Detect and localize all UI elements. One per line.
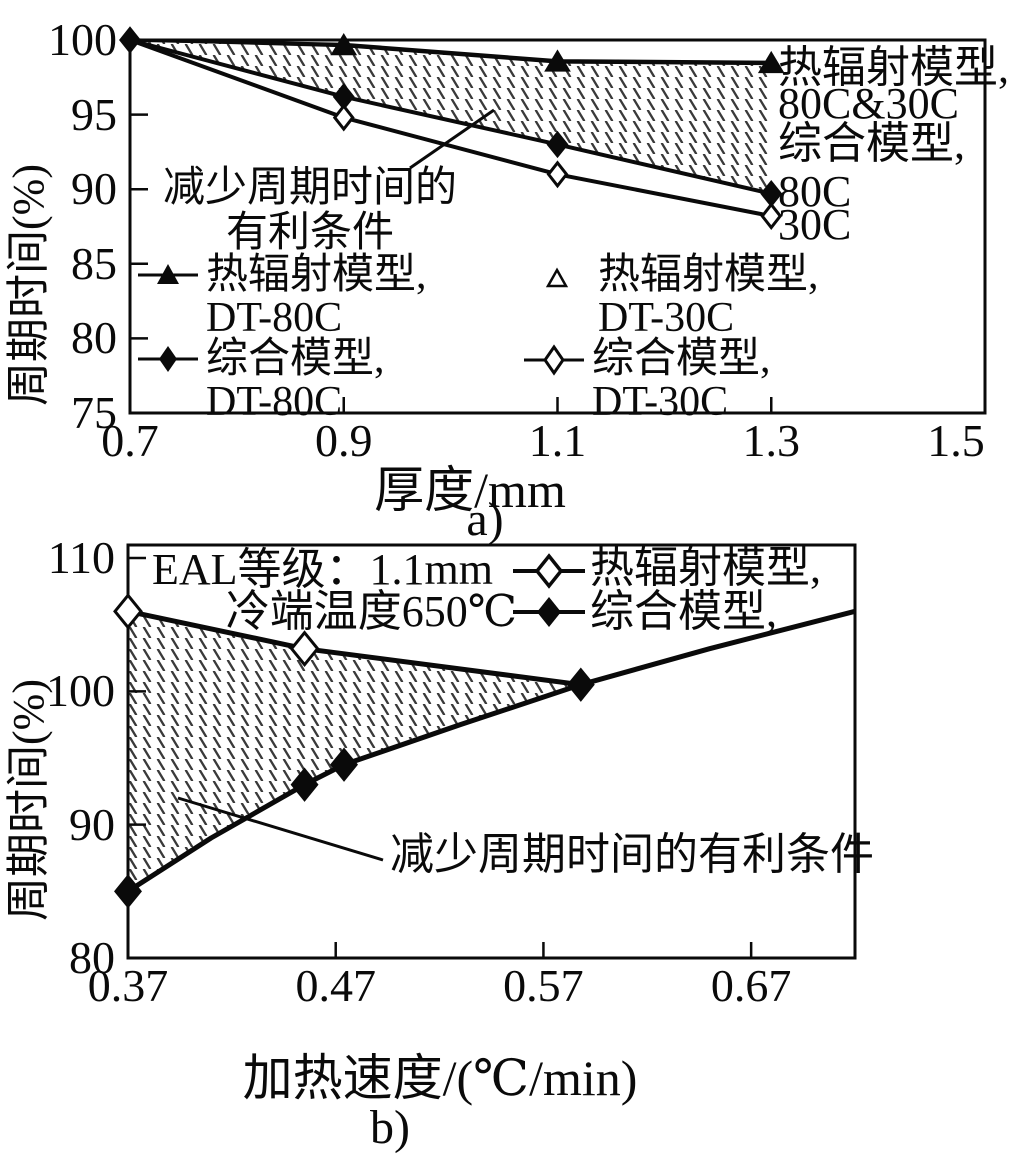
chart-b-x-axis-label: 加热速度/(℃/min) (242, 1050, 638, 1106)
legend-sublabel: DT-30C (592, 379, 729, 425)
legend-sublabel: DT-30C (598, 295, 735, 341)
chart-a-end-label-80c-30c: 80C&30C (778, 79, 959, 128)
x-tick-label: 0.9 (315, 415, 373, 466)
legend-sublabel: DT-80C (206, 295, 343, 341)
open-diamond-line-icon (513, 553, 585, 589)
chart-a-end-label-80c: 80C (778, 167, 852, 216)
x-tick-label: 0.47 (295, 960, 376, 1011)
chart-b-panel-label: b) (370, 1101, 410, 1154)
x-tick-label: 1.3 (742, 415, 801, 466)
open-triangle-icon (545, 267, 569, 288)
legend-sublabel: DT-80C (206, 379, 343, 425)
y-tick-label: 80 (71, 312, 117, 364)
legend-item-comprehensive-model: 综合模型, (590, 587, 777, 636)
chart-a-annotation-line2: 有利条件 (225, 210, 394, 256)
chart-a-annotation: 减少周期时间的 有利条件 (150, 166, 470, 256)
y-tick-label: 100 (48, 14, 117, 65)
legend-label: 热辐射模型, (598, 252, 819, 298)
x-tick-label: 0.57 (503, 960, 584, 1011)
legend-label: 综合模型, (592, 336, 771, 382)
legend-label: 综合模型, (206, 336, 385, 382)
y-tick-label: 90 (69, 798, 115, 850)
legend-label: 热辐射模型, (206, 252, 427, 298)
y-tick-label: 95 (71, 88, 117, 140)
x-tick-label: 1.1 (528, 415, 587, 466)
legend-item-radiation-dt80c: 热辐射模型, DT-80C (206, 254, 427, 340)
open-diamond-line-icon (524, 344, 584, 376)
filled-diamond-line-icon (513, 597, 585, 627)
y-tick-label: 75 (71, 387, 117, 438)
chart-a-x-axis-label: 厚度/mm (374, 462, 566, 518)
legend-item-radiation-dt30c: 热辐射模型, DT-30C (598, 254, 819, 340)
y-tick-label: 100 (46, 665, 115, 717)
filled-triangle-line-icon (138, 264, 198, 284)
chart-b-header-cold-end-temp: 冷端温度650℃ (225, 587, 517, 636)
x-tick-label: 0.7 (101, 415, 159, 466)
y-tick-label: 110 (47, 532, 115, 583)
legend-item-comprehensive-dt30c: 综合模型, DT-30C (592, 338, 771, 424)
x-tick-label: 0.67 (710, 960, 792, 1011)
x-tick-label: 0.37 (87, 960, 169, 1011)
filled-diamond-line-icon (138, 346, 198, 372)
chart-a-end-label-30c: 30C (778, 200, 852, 249)
legend-item-radiation-model: 热辐射模型, (590, 543, 821, 592)
chart-a-annotation-line1: 减少周期时间的 (162, 165, 457, 211)
legend-item-comprehensive-dt80c: 综合模型, DT-80C (206, 338, 385, 424)
x-tick-label: 1.5 (927, 415, 985, 466)
chart-a-panel-label: a) (466, 493, 504, 546)
chart-b-header-eal-grade: EAL等级：1.1mm (152, 545, 493, 594)
chart-a-end-label-radiation: 热辐射模型, (778, 43, 1009, 92)
y-tick-label: 80 (69, 932, 115, 983)
y-tick-label: 90 (71, 163, 117, 215)
y-tick-label: 85 (71, 237, 117, 289)
chart-b-annotation: 减少周期时间的有利条件 (390, 830, 874, 879)
chart-a-end-label-comprehensive: 综合模型, (778, 119, 965, 168)
